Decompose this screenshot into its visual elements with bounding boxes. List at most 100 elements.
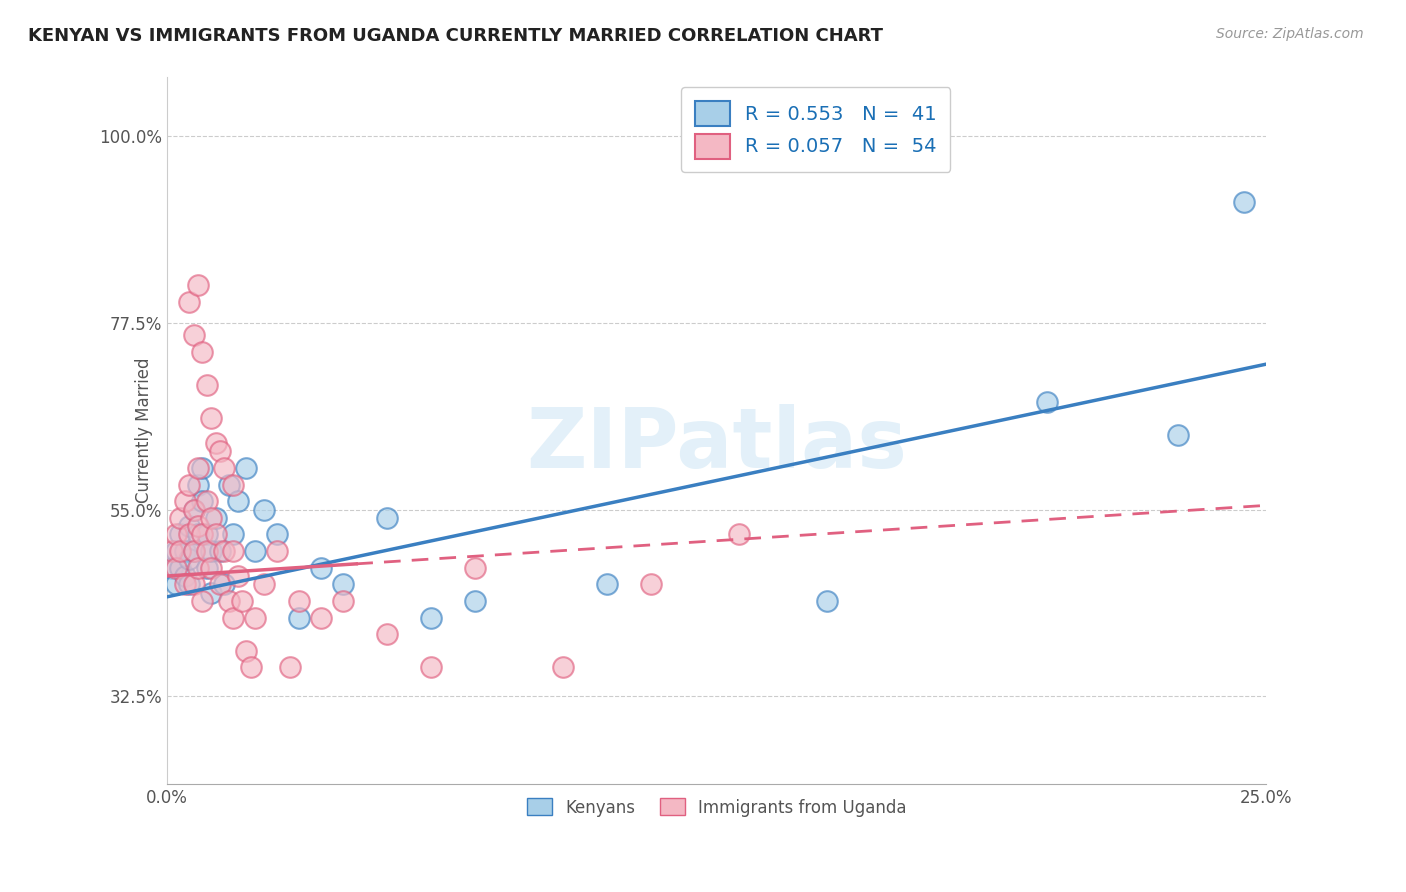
Point (160, 560, 183, 574)
Point (173, 569, 195, 583)
Point (243, 610, 266, 624)
Point (165, 544, 187, 558)
Point (375, 511, 398, 525)
Point (253, 502, 276, 516)
Point (195, 377, 218, 392)
Point (266, 527, 288, 541)
Point (169, 511, 191, 525)
Point (169, 560, 191, 574)
Point (187, 527, 209, 541)
Point (815, 594, 838, 608)
Point (231, 594, 253, 608)
Point (173, 544, 195, 558)
Point (183, 577, 205, 591)
Point (204, 511, 226, 525)
Point (309, 560, 332, 574)
Point (243, 544, 266, 558)
Point (222, 527, 245, 541)
Point (191, 461, 214, 475)
Point (191, 527, 214, 541)
Point (309, 610, 332, 624)
Point (179, 527, 201, 541)
Point (332, 594, 354, 608)
Point (195, 494, 218, 508)
Point (179, 552, 201, 566)
Point (204, 527, 226, 541)
Point (332, 577, 354, 591)
Point (420, 660, 443, 674)
Point (179, 294, 201, 309)
Point (239, 660, 262, 674)
Point (187, 461, 209, 475)
Point (195, 527, 218, 541)
Point (214, 461, 236, 475)
Point (200, 511, 222, 525)
Point (253, 577, 276, 591)
Point (191, 594, 214, 608)
Point (160, 544, 183, 558)
Point (222, 544, 245, 558)
Point (214, 577, 236, 591)
Y-axis label: Currently Married: Currently Married (135, 358, 153, 503)
Point (222, 477, 245, 491)
Point (727, 527, 749, 541)
Point (183, 544, 205, 558)
Point (165, 560, 187, 574)
Point (1233, 195, 1256, 210)
Point (551, 660, 574, 674)
Point (375, 627, 398, 641)
Point (235, 644, 257, 658)
Text: KENYAN VS IMMIGRANTS FROM UGANDA CURRENTLY MARRIED CORRELATION CHART: KENYAN VS IMMIGRANTS FROM UGANDA CURRENT… (28, 27, 883, 45)
Point (183, 502, 205, 516)
Point (208, 577, 231, 591)
Point (214, 544, 236, 558)
Point (266, 544, 288, 558)
Point (191, 494, 214, 508)
Point (183, 502, 205, 516)
Point (200, 585, 222, 599)
Point (226, 569, 249, 583)
Point (1035, 394, 1057, 409)
Point (596, 577, 619, 591)
Point (218, 477, 240, 491)
Point (187, 278, 209, 293)
Point (169, 544, 191, 558)
Point (179, 477, 201, 491)
Point (278, 660, 301, 674)
Legend: Kenyans, Immigrants from Uganda: Kenyans, Immigrants from Uganda (519, 790, 915, 825)
Point (179, 577, 201, 591)
Point (183, 328, 205, 343)
Point (464, 560, 486, 574)
Point (218, 594, 240, 608)
Point (195, 544, 218, 558)
Point (173, 577, 195, 591)
Point (183, 544, 205, 558)
Point (187, 477, 209, 491)
Point (226, 494, 249, 508)
Point (222, 610, 245, 624)
Point (235, 461, 257, 475)
Text: ZIPatlas: ZIPatlas (526, 404, 907, 485)
Point (173, 494, 195, 508)
Point (208, 444, 231, 458)
Point (200, 544, 222, 558)
Point (420, 610, 443, 624)
Point (640, 577, 662, 591)
Point (165, 527, 187, 541)
Point (195, 560, 218, 574)
Point (464, 594, 486, 608)
Point (200, 411, 222, 425)
Point (191, 344, 214, 359)
Point (208, 544, 231, 558)
Point (187, 560, 209, 574)
Point (288, 610, 311, 624)
Text: Source: ZipAtlas.com: Source: ZipAtlas.com (1216, 27, 1364, 41)
Point (200, 560, 222, 574)
Point (288, 594, 311, 608)
Point (187, 519, 209, 533)
Point (204, 436, 226, 450)
Point (179, 519, 201, 533)
Point (169, 527, 191, 541)
Point (1167, 427, 1189, 442)
Point (165, 577, 187, 591)
